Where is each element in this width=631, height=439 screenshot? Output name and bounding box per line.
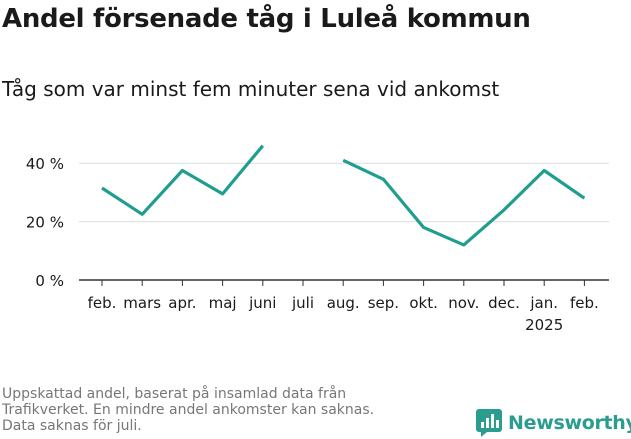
x-tick-label: apr.	[168, 294, 196, 312]
x-tick-label: aug.	[327, 294, 360, 312]
x-tick-label: dec.	[488, 294, 520, 312]
series-line	[342, 158, 586, 247]
source-note: Uppskattad andel, baserat på insamlad da…	[2, 386, 442, 434]
x-tick-label: jan.	[529, 294, 558, 312]
series-line	[101, 144, 265, 216]
source-note-line: Data saknas för juli.	[2, 418, 142, 434]
x-tick-label: feb.	[88, 294, 117, 312]
x-tick-label: juli	[291, 294, 314, 312]
x-tick-label: nov.	[448, 294, 479, 312]
x-tick-label: juni	[248, 294, 276, 312]
x-tick-sublabel: 2025	[525, 316, 563, 334]
x-tick-label: feb.	[570, 294, 599, 312]
chart-subtitle: Tåg som var minst fem minuter sena vid a…	[2, 77, 500, 101]
y-tick-label: 40 %	[26, 155, 64, 173]
x-tick-label: okt.	[409, 294, 438, 312]
x-tick-label: mars	[123, 294, 161, 312]
newsworthy-logo: Newsworthy	[476, 409, 631, 437]
x-tick-label: sep.	[368, 294, 399, 312]
bar-chart-icon	[476, 409, 502, 437]
source-note-line: Trafikverket. En mindre andel ankomster …	[2, 402, 375, 418]
brand-name: Newsworthy	[508, 412, 631, 434]
source-note-line: Uppskattad andel, baserat på insamlad da…	[2, 386, 347, 402]
y-tick-label: 0 %	[35, 272, 64, 290]
chart-title: Andel försenade tåg i Luleå kommun	[2, 4, 531, 34]
x-tick-label: maj	[209, 294, 237, 312]
y-tick-label: 20 %	[26, 214, 64, 232]
